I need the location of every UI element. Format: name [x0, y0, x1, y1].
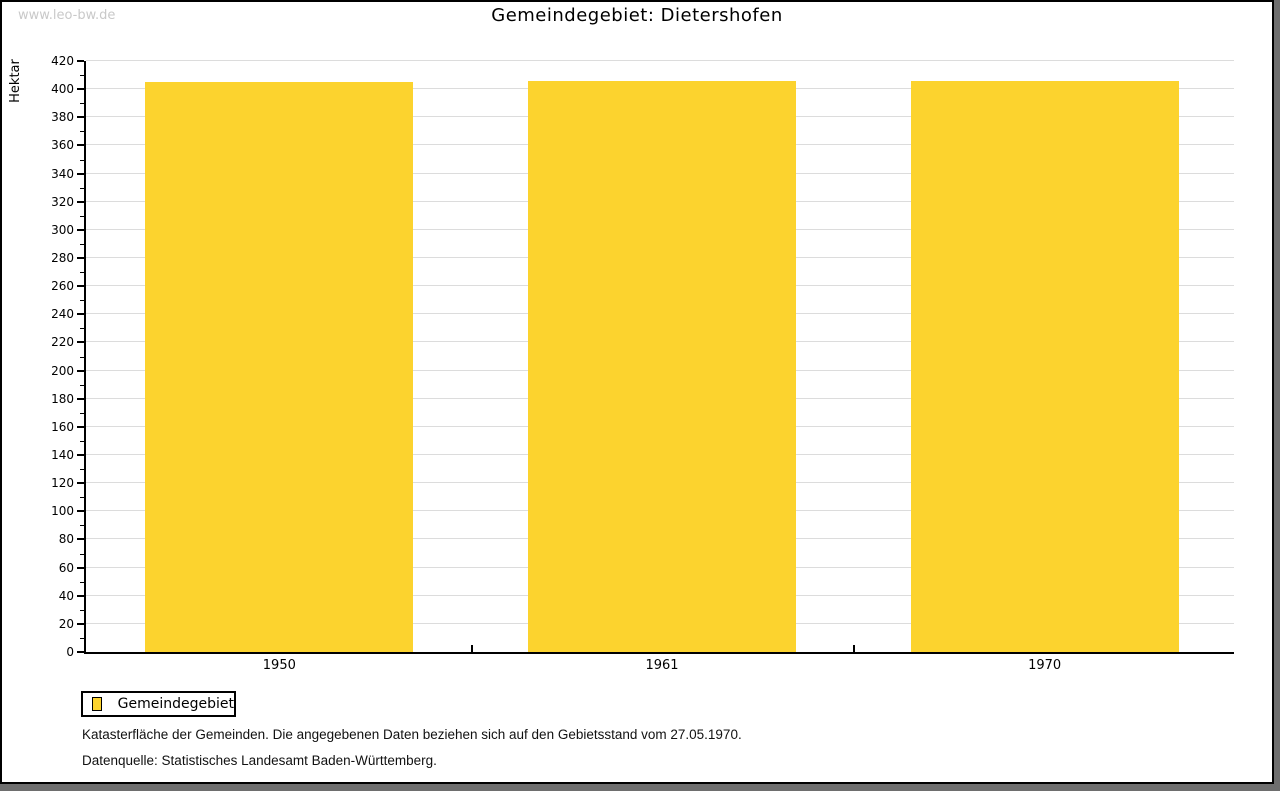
y-tick-100 [77, 510, 84, 513]
y-tick-label-320: 320 [51, 194, 74, 209]
y-minor-tick-310 [80, 215, 84, 217]
legend-label: Gemeindegebiet [117, 696, 234, 712]
y-tick-label-340: 340 [51, 166, 74, 181]
y-minor-tick-250 [80, 300, 84, 302]
y-minor-tick-230 [80, 328, 84, 330]
x-category-label-1961: 1961 [645, 658, 679, 673]
y-tick-label-120: 120 [51, 476, 74, 491]
y-tick-label-160: 160 [51, 419, 74, 434]
y-tick-label-400: 400 [51, 82, 74, 97]
y-tick-label-140: 140 [51, 448, 74, 462]
bar-1950 [145, 82, 414, 652]
y-minor-tick-150 [80, 440, 84, 442]
x-category-label-1970: 1970 [1028, 658, 1062, 673]
y-tick-140 [77, 454, 84, 456]
x-category-label-1950: 1950 [262, 658, 296, 673]
y-minor-tick-130 [80, 469, 84, 471]
y-tick-label-80: 80 [58, 532, 74, 547]
y-minor-tick-210 [80, 356, 84, 358]
y-minor-tick-350 [80, 159, 84, 161]
plot-area: 0 20 40 60 80 100 120 140 160 180 200 220 240 260 280 3… [51, 54, 1234, 673]
y-minor-tick-190 [80, 384, 84, 386]
y-tick-340 [77, 172, 84, 175]
y-tick-160 [77, 425, 84, 428]
y-tick-label-240: 240 [51, 307, 74, 322]
x-boundary-tick-2 [853, 645, 856, 652]
y-tick-180 [77, 397, 84, 400]
y-tick-120 [77, 482, 84, 485]
y-tick-label-200: 200 [51, 363, 74, 378]
y-minor-tick-170 [80, 412, 84, 414]
y-minor-tick-330 [80, 187, 84, 189]
y-tick-label-180: 180 [51, 391, 74, 406]
y-minor-tick-290 [80, 243, 84, 245]
y-tick-label-380: 380 [51, 110, 74, 125]
y-minor-tick-90 [80, 525, 84, 527]
y-tick-20 [77, 622, 84, 625]
chart-title: Gemeindegebiet: Dietershofen [491, 5, 783, 26]
y-tick-label-420: 420 [51, 54, 74, 68]
y-minor-tick-10 [80, 637, 84, 639]
footer-note-datasource: Datenquelle: Statistisches Landesamt Bad… [82, 753, 437, 768]
watermark: www.leo-bw.de [18, 8, 116, 23]
y-tick-220 [77, 341, 84, 344]
bar-1970 [910, 80, 1179, 652]
y-tick-240 [77, 313, 84, 316]
y-tick-400 [77, 88, 84, 91]
y-minor-tick-410 [80, 75, 84, 77]
y-tick-label-40: 40 [58, 588, 74, 603]
y-tick-0 [77, 651, 84, 653]
y-tick-label-280: 280 [51, 251, 74, 265]
y-minor-tick-390 [80, 103, 84, 105]
footer-notes: Katasterfläche der Gemeinden. Die angege… [82, 727, 742, 768]
y-tick-label-260: 260 [51, 279, 74, 294]
y-tick-label-300: 300 [51, 222, 74, 237]
gridline-420 [86, 60, 1234, 61]
y-tick-200 [77, 369, 84, 372]
y-tick-60 [77, 566, 84, 569]
y-tick-420 [77, 60, 84, 62]
y-tick-80 [77, 538, 84, 541]
y-minor-tick-370 [80, 131, 84, 133]
y-tick-label-100: 100 [51, 504, 74, 519]
y-minor-tick-270 [80, 272, 84, 274]
y-tick-280 [77, 257, 84, 259]
legend: Gemeindegebiet [81, 691, 236, 717]
y-minor-tick-110 [80, 497, 84, 499]
bar-1961 [528, 80, 796, 652]
y-tick-360 [77, 144, 84, 147]
y-tick-label-20: 20 [58, 616, 74, 631]
y-tick-260 [77, 285, 84, 288]
y-tick-label-60: 60 [58, 560, 74, 575]
y-minor-tick-70 [80, 553, 84, 555]
y-minor-tick-30 [80, 609, 84, 611]
legend-color-swatch [92, 697, 102, 711]
y-minor-tick-50 [80, 581, 84, 583]
y-axis-title: Hektar [8, 59, 23, 103]
y-tick-380 [77, 116, 84, 119]
y-tick-label-220: 220 [51, 335, 74, 350]
y-tick-label-360: 360 [51, 138, 74, 153]
y-tick-300 [77, 228, 84, 231]
x-boundary-tick-1 [470, 645, 473, 652]
y-tick-40 [77, 594, 84, 597]
y-tick-320 [77, 200, 84, 203]
footer-note-source-date: Katasterfläche der Gemeinden. Die angege… [82, 727, 742, 742]
y-tick-label-0: 0 [66, 645, 74, 659]
